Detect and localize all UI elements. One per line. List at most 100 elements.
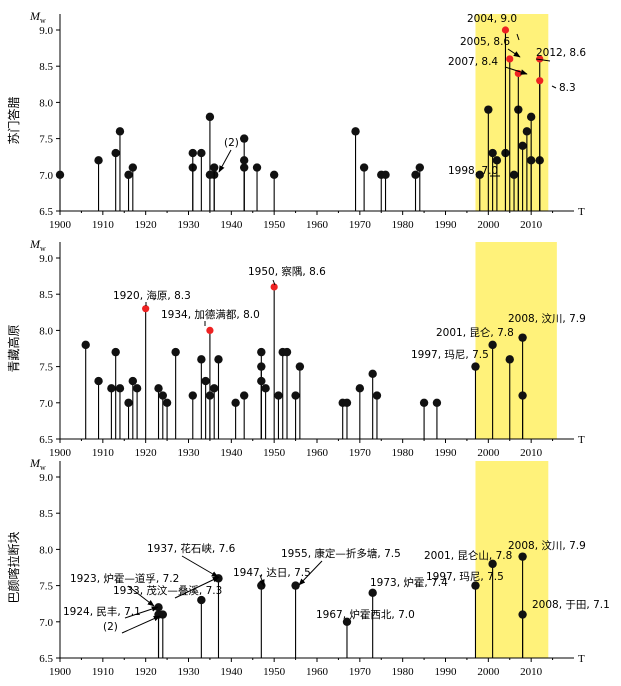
y-tick-label: 9.0	[39, 253, 53, 265]
quake-point	[282, 347, 292, 357]
quake-point	[94, 376, 103, 386]
quake-point	[368, 588, 377, 598]
quake-point	[291, 391, 300, 400]
x-tick-label: 1950	[263, 219, 286, 231]
major-quake-point	[506, 55, 514, 63]
quake-point	[484, 105, 493, 114]
annotation-label: 1947, 达日, 7.5	[233, 567, 311, 579]
quake-point	[239, 163, 249, 172]
annotation-label: 1997, 玛尼, 7.5	[411, 349, 489, 361]
x-tick-label: 1920	[135, 219, 158, 231]
quake-point	[488, 148, 497, 158]
annotation-label: 8.3	[559, 82, 576, 94]
annotation-label: 1950, 察隅, 8.6	[248, 265, 326, 278]
y-tick-label: 7.0	[39, 617, 53, 629]
quake-point	[197, 595, 206, 605]
quake-point	[115, 127, 125, 136]
x-tick-label: 1940	[220, 219, 243, 231]
quake-point	[111, 347, 120, 357]
x-tick-label: 2000	[477, 447, 500, 459]
x-tick-label: 2010	[520, 219, 543, 231]
x-tick-label: 1940	[220, 666, 243, 678]
quake-point	[197, 355, 206, 364]
x-tick-label: 1910	[92, 447, 115, 459]
x-tick-label: 1980	[392, 447, 415, 459]
annotation-leader	[181, 555, 219, 578]
quake-point	[522, 127, 532, 136]
annotation-label: 1924, 民丰, 7.1	[63, 605, 141, 618]
quake-point	[197, 148, 206, 158]
quake-point	[475, 170, 484, 179]
y-tick-label: 7.5	[39, 581, 53, 593]
annotation-label: 2005, 8.6	[460, 36, 510, 48]
quake-point	[124, 398, 133, 407]
quake-point	[81, 340, 90, 350]
y-tick-label: 8.0	[39, 544, 53, 556]
annotation-label: 1955, 康定—折多塘, 7.5	[281, 547, 401, 560]
y-tick-label: 9.0	[39, 25, 53, 37]
major-quake-point	[270, 283, 278, 291]
annotation-label: 1967, 炉霍西北, 7.0	[316, 609, 415, 621]
highlight-band	[475, 242, 557, 439]
chart-panel-3: 1900 1910 1920 1930 1940 1950 1960 1970 1980 1990…	[6, 456, 610, 678]
quake-point	[257, 347, 266, 357]
x-tick-label: 1990	[435, 219, 458, 231]
quake-point	[188, 391, 197, 400]
major-quake-point	[501, 26, 510, 34]
annotation-leader	[174, 576, 220, 599]
annotation-label: 1923, 炉霍—道孚, 7.2	[70, 572, 179, 585]
x-tick-label: 1980	[392, 219, 415, 231]
quake-point	[526, 156, 536, 165]
annotation-label: 2008, 汶川, 7.9	[508, 312, 586, 325]
quake-point	[132, 384, 142, 393]
x-tick-label: 1990	[435, 447, 458, 459]
y-unit-label: Mw	[29, 237, 46, 253]
quake-point	[526, 112, 536, 122]
quake-point	[171, 347, 180, 357]
major-quake-point	[536, 55, 544, 63]
quake-point	[124, 170, 133, 179]
quake-point	[201, 376, 210, 386]
quake-point	[359, 163, 369, 172]
quake-point	[432, 398, 442, 407]
y-tick-label: 7.0	[39, 170, 53, 182]
y-tick-label: 6.5	[39, 434, 53, 446]
quake-point	[239, 134, 249, 143]
x-tick-label: 1900	[49, 447, 72, 459]
quake-point	[257, 362, 266, 371]
quake-point	[94, 156, 103, 165]
quake-point	[411, 170, 420, 179]
annotation-label: 2008, 汶川, 7.9	[508, 539, 586, 552]
x-tick-label: 1970	[349, 666, 372, 678]
x-tick-label: 2010	[520, 666, 543, 678]
quake-point	[505, 355, 514, 364]
quake-point	[239, 156, 249, 165]
annotation-label: 1920, 海原, 8.3	[113, 289, 191, 302]
quake-point	[205, 391, 215, 400]
quake-point	[231, 398, 240, 407]
major-quake-point	[206, 326, 214, 334]
chart-panel-2: 1900 1910 1920 1930 1940 1950 1960 1970 1980 1990…	[6, 237, 586, 459]
annotation-leader	[127, 585, 155, 607]
quake-point	[128, 376, 138, 386]
annotation-label: 1998, 7.0	[448, 165, 498, 177]
quake-point	[488, 559, 497, 569]
x-tick-label: 1910	[92, 666, 115, 678]
annotation-leader	[551, 85, 557, 89]
x-tick-label: 1970	[349, 219, 372, 231]
y-unit-label: Mw	[29, 456, 46, 472]
quake-point	[239, 391, 249, 400]
highlight-band	[475, 461, 549, 658]
annotation-leader	[272, 279, 276, 286]
y-unit-label: Mw	[29, 9, 46, 25]
quake-point	[509, 170, 519, 179]
quake-point	[158, 610, 167, 619]
quake-point	[214, 355, 223, 364]
x-tick-label: 1930	[178, 666, 201, 678]
x-tick-label: 1960	[306, 447, 329, 459]
x-tick-label: 2000	[477, 666, 500, 678]
quake-point	[518, 391, 527, 400]
quake-point	[210, 384, 219, 393]
quake-point	[471, 581, 480, 590]
